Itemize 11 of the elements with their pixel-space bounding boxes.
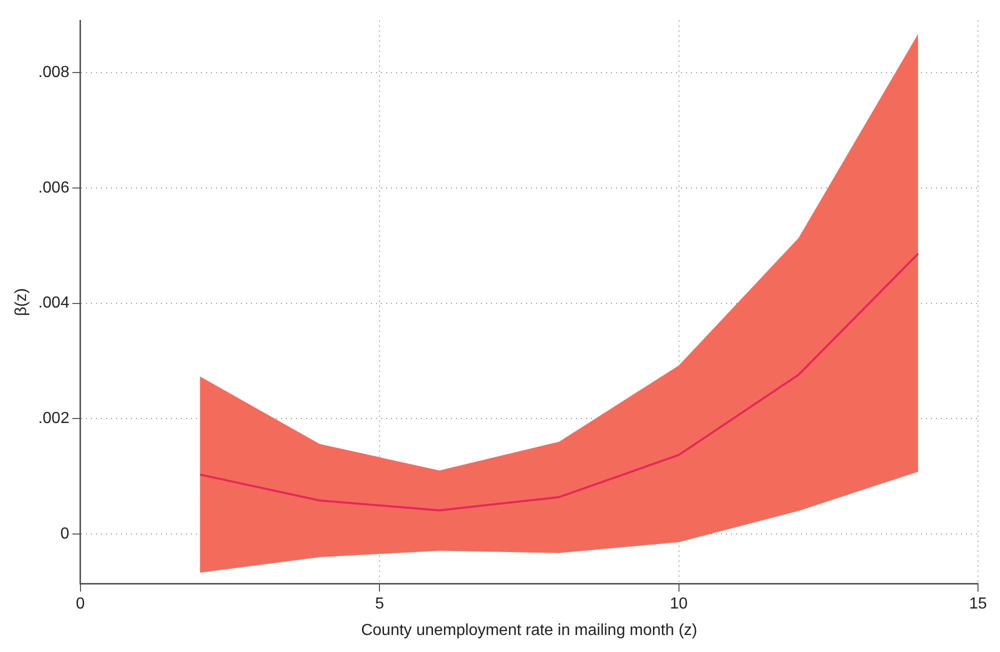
y-tick-label: 0: [60, 525, 70, 542]
y-tick-label: .004: [38, 294, 70, 312]
y-tick-label: .002: [38, 410, 70, 428]
y-axis-title: β(z): [13, 288, 30, 316]
x-tick-label: 5: [375, 596, 384, 613]
x-tick-label: 0: [76, 596, 85, 613]
x-axis-title: County unemployment rate in mailing month (z): [361, 622, 698, 639]
y-tick-label: .006: [38, 179, 70, 196]
y-tick-label: .008: [38, 64, 70, 81]
x-tick-label: 10: [670, 596, 688, 613]
x-tick-label: 15: [969, 596, 987, 613]
